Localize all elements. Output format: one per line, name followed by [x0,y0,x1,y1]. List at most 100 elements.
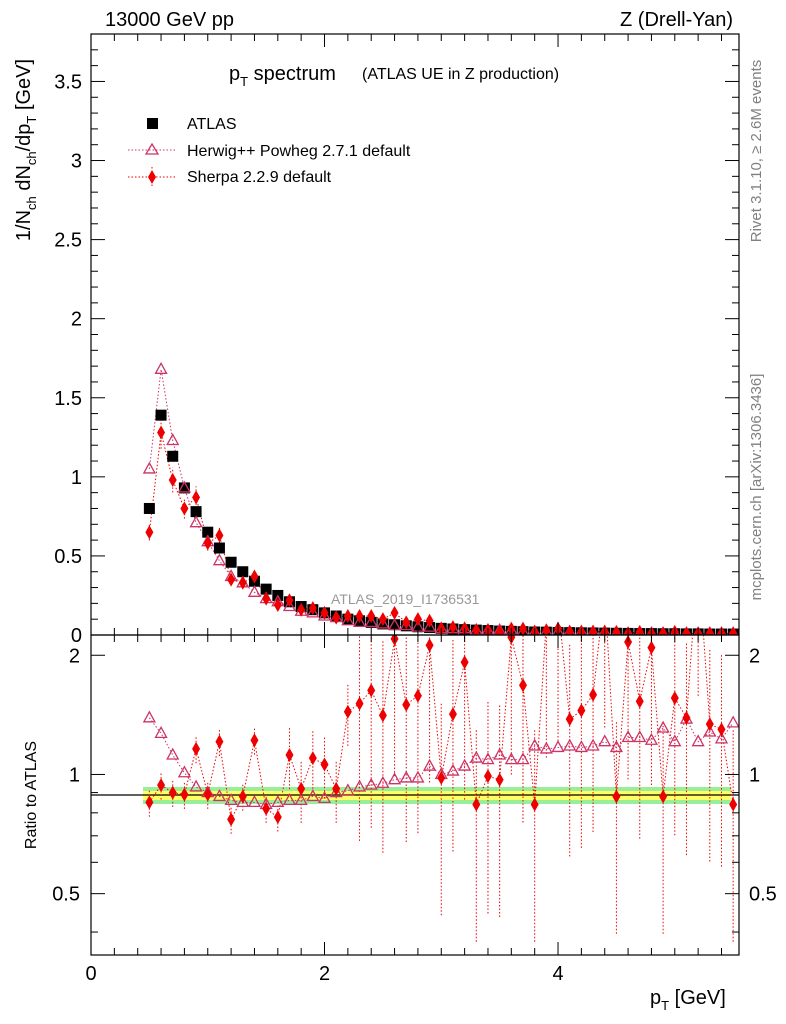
sherpa-point [227,572,236,587]
top-y-tick-label: 0 [71,625,82,647]
sherpa-line [148,432,734,634]
rivet-version-label: Rivet 3.1.10, ≥ 2.6M events [748,60,765,243]
legend-label-herwig: Herwig++ Powheg 2.7.1 default [187,143,411,160]
legend-marker-atlas [147,118,158,129]
atlas-point [178,482,190,494]
legend: ATLAS Herwig++ Powheg 2.7.1 default Sher… [128,116,411,187]
sherpa-ratio-point [413,688,422,703]
sherpa-ratio-point [635,694,644,709]
sherpa-ratio-point [378,708,387,723]
sherpa-ratio-point [589,687,598,702]
x-tick-label: 0 [85,963,96,985]
sherpa-point [273,597,282,612]
herwig-ratio-point [306,789,320,802]
sherpa-ratio-point [157,778,166,793]
axis-ticks [90,33,739,955]
ratio-y-tick-label-right: 0.5 [749,884,777,906]
herwig-ratio-point [271,795,285,808]
herwig-ratio-point [493,747,507,760]
herwig-ratio-point [609,740,624,753]
plot-title-paren: (ATLAS UE in Z production) [362,66,559,83]
top-y-tick-label: 2 [71,309,82,331]
sherpa-ratio-point [238,789,247,804]
herwig-ratio-point [189,779,203,792]
ratio-y-axis-label: Ratio to ATLAS [23,741,40,849]
sherpa-point [472,623,481,635]
herwig-ratio-point [399,770,413,783]
sherpa-ratio-point [192,741,201,756]
herwig-ratio-point [621,730,635,743]
header-left: 13000 GeV pp [105,9,234,31]
herwig-ratio-point [446,763,460,776]
herwig-point [352,614,367,627]
sherpa-ratio-point [717,722,726,737]
top-y-tick-label: 1 [71,467,82,489]
sherpa-ratio-point [355,696,364,711]
herwig-ratio-point [528,738,542,751]
herwig-ratio-point [539,741,553,754]
sherpa-point [565,624,574,635]
sherpa-point [157,425,166,440]
sherpa-point [203,536,212,551]
herwig-ratio-point [516,752,530,765]
x-tick-label: 4 [552,963,563,985]
herwig-ratio-point [481,752,495,765]
top-y-tick-label: 2.5 [54,230,82,252]
header-right: Z (Drell-Yan) [620,9,733,31]
herwig-point [212,553,227,566]
herwig-point [189,515,203,528]
herwig-ratio-point [236,795,250,808]
herwig-ratio-point [282,793,297,806]
herwig-ratio-point [703,724,717,737]
herwig-ratio-point [224,793,238,806]
sherpa-ratio-point [262,801,271,816]
sherpa-ratio-point [565,712,574,727]
sherpa-point [250,569,259,584]
sherpa-ratio-point [601,583,609,597]
sherpa-point [215,528,224,543]
herwig-ratio-point [551,740,565,753]
atlas-point [260,583,272,595]
sherpa-ratio-point [460,655,469,670]
sherpa-ratio-point [682,710,691,725]
sherpa-ratio-point [705,717,714,732]
herwig-ratio-point [376,775,390,788]
sherpa-ratio-point [554,597,562,611]
herwig-ratio-point [726,715,739,728]
sherpa-point [542,623,551,635]
top-y-tick-label: 3.5 [54,71,82,93]
sherpa-ratio-point [308,751,317,766]
herwig-point [306,605,320,618]
sherpa-ratio-point [448,707,457,722]
atlas-point [167,450,179,462]
axis-tick-labels: 0 2 400.511.522.533.50.5 0.51 12 2 [52,71,777,985]
sherpa-point [297,602,306,617]
sherpa-point [635,624,644,635]
sherpa-ratio-point [145,795,154,810]
legend-marker-herwig [144,142,160,155]
sherpa-ratio-point [437,770,446,785]
sherpa-ratio-point [624,635,633,650]
herwig-ratio-point [422,758,437,771]
x-axis-label: pT [GeV] [650,987,726,1013]
top-y-tick-label: 1.5 [54,388,82,410]
mcplots-label: mcplots.cern.ch [arXiv:1306.3436] [748,374,765,601]
sherpa-point [413,612,422,627]
herwig-ratio-point [411,770,425,783]
herwig-point [422,619,437,632]
atlas-point [213,542,225,554]
sherpa-point [390,605,399,620]
herwig-ratio-point [166,747,180,760]
legend-label-atlas: ATLAS [187,116,237,133]
sherpa-point [682,626,691,635]
sherpa-ratio-point [670,690,679,705]
herwig-ratio-point [142,710,156,723]
sherpa-point [659,626,668,635]
sherpa-ratio-point [203,787,212,802]
herwig-ratio-point [574,740,588,753]
x-tick-label: 2 [319,963,330,985]
ratio-y-tick-label-right: 1 [749,764,760,786]
sherpa-ratio-point [694,552,702,566]
sherpa-ratio-point [729,797,738,812]
herwig-ratio-point [563,738,577,751]
